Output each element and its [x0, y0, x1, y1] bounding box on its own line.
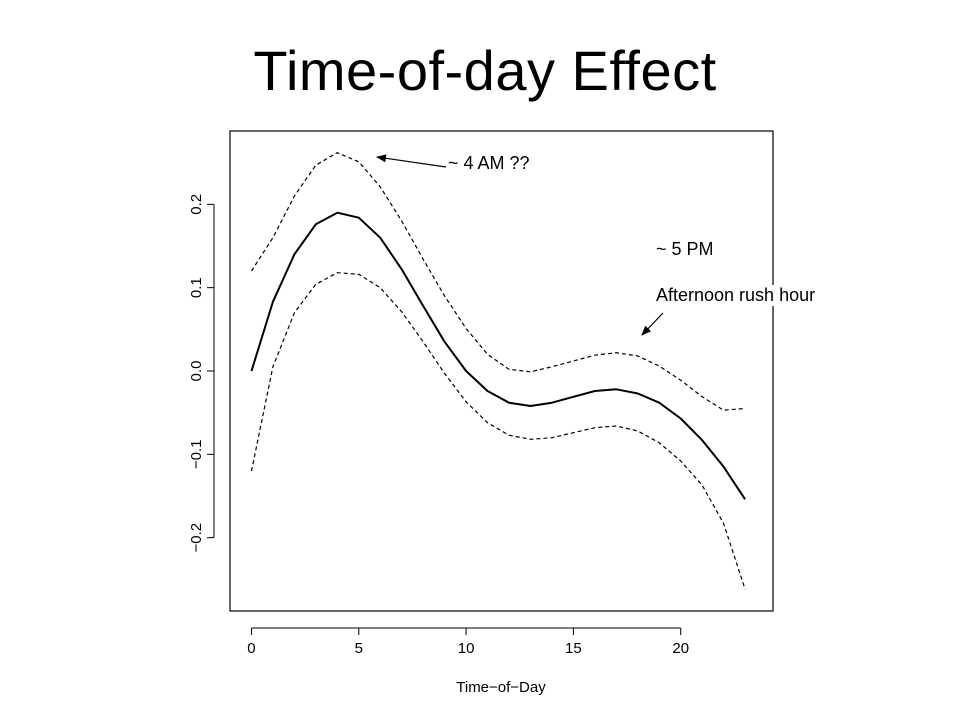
x-tick-label: 0	[247, 640, 255, 657]
x-tick-label: 5	[355, 640, 363, 657]
y-tick-label: −0.2	[188, 523, 205, 553]
series-line-upper-bound	[250, 152, 746, 411]
y-tick-label: 0.2	[188, 194, 205, 215]
plot-frame	[229, 130, 774, 612]
series-layer	[250, 152, 746, 590]
annotation-arrow-4am	[376, 154, 447, 168]
x-tick-label: 10	[458, 640, 475, 657]
annotation-5pm-time: ~ 5 PM	[654, 239, 716, 260]
y-tick-label: −0.1	[188, 440, 205, 470]
x-tick-label: 20	[672, 640, 689, 657]
y-axis: −0.2 −0.1 0.0 0.1 0.2	[188, 194, 215, 553]
x-axis: 0 5 10 15 20	[247, 627, 689, 657]
annotation-arrow-5pm	[641, 312, 664, 336]
series-line-lower-bound	[250, 272, 746, 590]
slide-title: Time-of-day Effect	[253, 39, 717, 102]
annotation-5pm-desc: Afternoon rush hour	[654, 285, 818, 306]
x-axis-label: Time−of−Day	[456, 679, 546, 696]
annotation-4am: ~ 4 AM ??	[446, 153, 532, 174]
series-line-estimate	[250, 211, 746, 500]
x-tick-label: 15	[565, 640, 582, 657]
y-tick-label: 0.1	[188, 277, 205, 298]
y-tick-label: 0.0	[188, 361, 205, 382]
